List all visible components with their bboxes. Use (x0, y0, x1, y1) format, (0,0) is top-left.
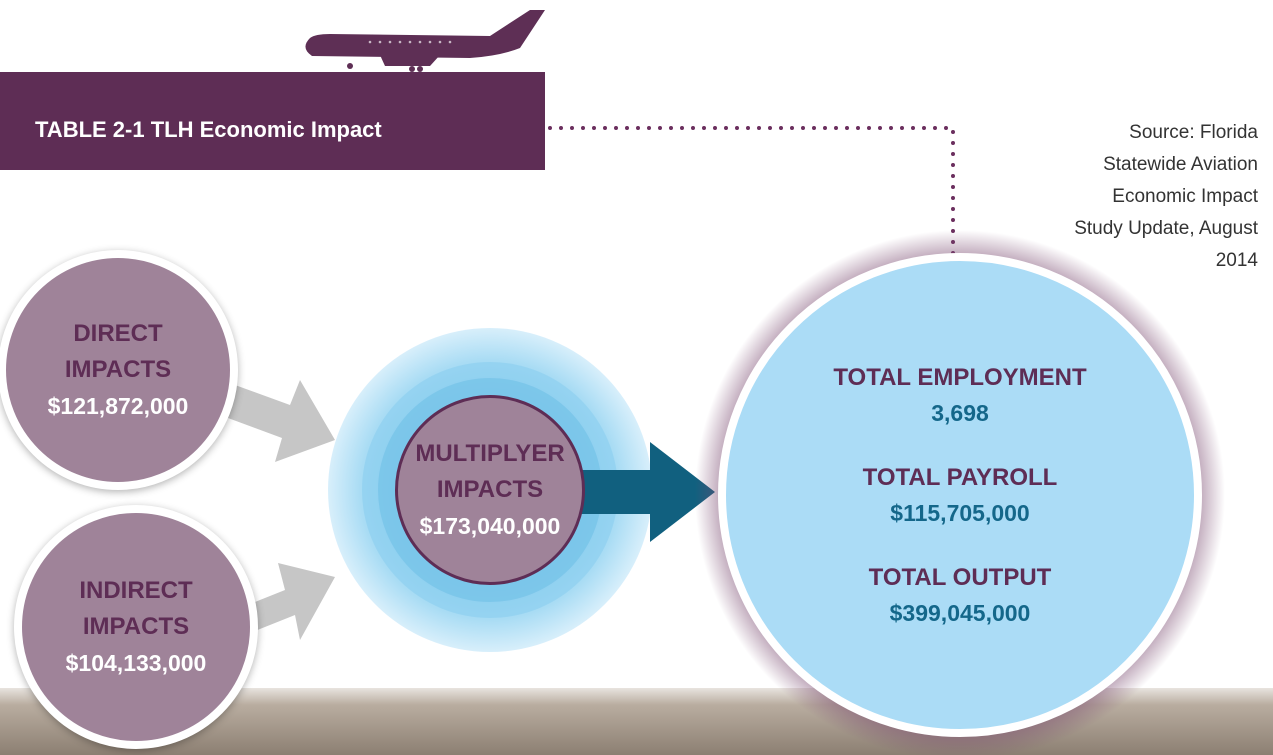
multiplier-label: MULTIPLYER IMPACTS (405, 436, 575, 508)
input-value: $121,872,000 (48, 388, 189, 424)
source-line: 2014 (1074, 245, 1258, 277)
total-value: 3,698 (931, 396, 989, 430)
source-line: Economic Impact (1074, 181, 1258, 213)
page: TABLE 2-1 TLH Economic Impact Source: Fl… (0, 0, 1273, 755)
total-value: $115,705,000 (890, 496, 1029, 530)
direct-circle: DIRECT IMPACTS $121,872,000 (0, 250, 238, 490)
source: Source: Florida Statewide Aviation Econo… (1074, 117, 1258, 277)
arrow-direct (228, 380, 335, 462)
source-line: Study Update, August (1074, 213, 1258, 245)
total-label: TOTAL OUTPUT (869, 560, 1052, 596)
indirect-circle: INDIRECT IMPACTS $104,133,000 (14, 505, 258, 749)
source-line: Source: Florida (1074, 117, 1258, 149)
multiplier-value: $173,040,000 (420, 508, 561, 544)
total-label: TOTAL EMPLOYMENT (833, 360, 1086, 396)
input-label: DIRECT IMPACTS (43, 316, 193, 388)
source-line: Statewide Aviation (1074, 149, 1258, 181)
input-value: $104,133,000 (66, 645, 207, 681)
multiplier-circle: MULTIPLYER IMPACTS $173,040,000 (395, 395, 585, 585)
header-title: TABLE 2-1 TLH Economic Impact (35, 117, 382, 143)
total-label: TOTAL PAYROLL (863, 460, 1058, 496)
input-label: INDIRECT IMPACTS (61, 573, 211, 645)
total-value: $399,045,000 (890, 596, 1031, 630)
airplane (305, 10, 545, 72)
totals-circle: TOTAL EMPLOYMENT 3,698 TOTAL PAYROLL $11… (718, 253, 1202, 737)
